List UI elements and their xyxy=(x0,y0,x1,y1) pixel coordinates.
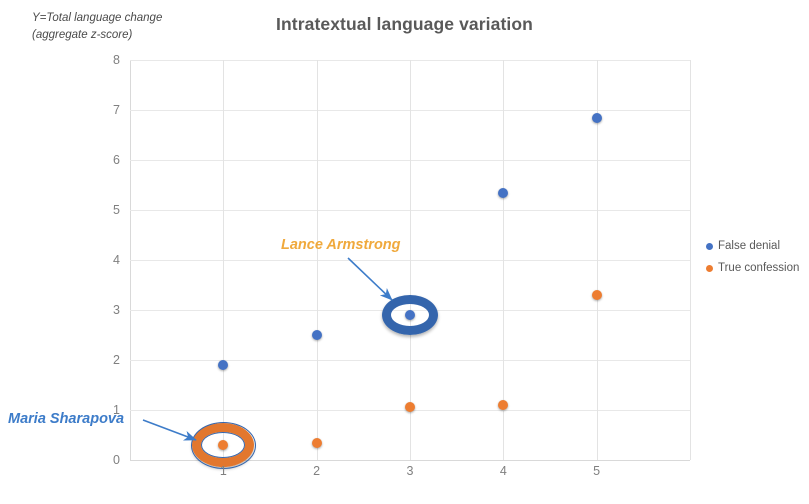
x-tick-4: 4 xyxy=(499,464,507,478)
y-tick-7: 7 xyxy=(113,103,120,117)
gridline-vertical xyxy=(503,60,505,460)
data-point xyxy=(218,360,229,370)
x-tick-1: 1 xyxy=(219,464,227,478)
gridline-vertical xyxy=(690,60,691,460)
y-tick-8: 8 xyxy=(113,53,120,67)
data-point xyxy=(591,112,602,123)
annotation-lance-armstrong: Lance Armstrong xyxy=(281,237,401,253)
y-tick-4: 4 xyxy=(113,253,120,267)
data-point xyxy=(498,187,509,198)
legend-item-label: True confession xyxy=(718,262,800,274)
data-point xyxy=(591,290,602,300)
x-tick-2: 2 xyxy=(313,464,321,478)
y-axis-label: Y=Total language change (aggregate z-sco… xyxy=(32,10,222,43)
legend-marker-icon xyxy=(706,242,713,250)
data-point xyxy=(218,440,229,450)
y-axis-label-line-1: Y=Total language change xyxy=(32,12,163,24)
plot-area xyxy=(130,60,691,469)
highlight-ring-lance-armstrong xyxy=(382,295,438,335)
legend-item-true-confession[interactable]: True confession xyxy=(706,262,799,274)
y-tick-2: 2 xyxy=(113,353,120,367)
y-tick-3: 3 xyxy=(113,303,120,317)
legend-item-false-denial[interactable]: False denial xyxy=(706,240,799,252)
highlight-ring-maria-sharapova xyxy=(190,421,256,469)
y-tick-1: 1 xyxy=(113,403,120,417)
x-tick-5: 5 xyxy=(593,464,601,478)
chart-legend: False denial True confession xyxy=(706,240,799,284)
data-point xyxy=(405,310,415,320)
data-point xyxy=(405,401,415,412)
x-axis-tick-labels: 1 2 3 4 5 xyxy=(130,462,690,482)
y-axis-label-line-2: (aggregate z-score) xyxy=(32,28,133,41)
legend-marker-icon xyxy=(706,264,713,272)
data-point xyxy=(311,330,322,340)
y-axis-tick-labels: 0 1 2 3 4 5 6 7 8 xyxy=(96,53,120,467)
x-tick-3: 3 xyxy=(406,464,414,478)
data-point xyxy=(498,400,509,410)
gridline-vertical xyxy=(596,60,598,460)
y-tick-5: 5 xyxy=(113,203,120,217)
gridline-vertical xyxy=(316,60,318,460)
data-point xyxy=(311,437,322,448)
y-tick-6: 6 xyxy=(113,153,120,167)
gridline-horizontal xyxy=(130,460,690,461)
gridline-vertical xyxy=(223,60,225,460)
y-tick-0: 0 xyxy=(113,453,120,467)
chart-title: Intratextual language variation xyxy=(276,14,533,34)
annotation-maria-sharapova: Maria Sharapova xyxy=(8,411,125,427)
gridline-vertical xyxy=(410,60,411,460)
legend-item-label: False denial xyxy=(718,240,781,252)
